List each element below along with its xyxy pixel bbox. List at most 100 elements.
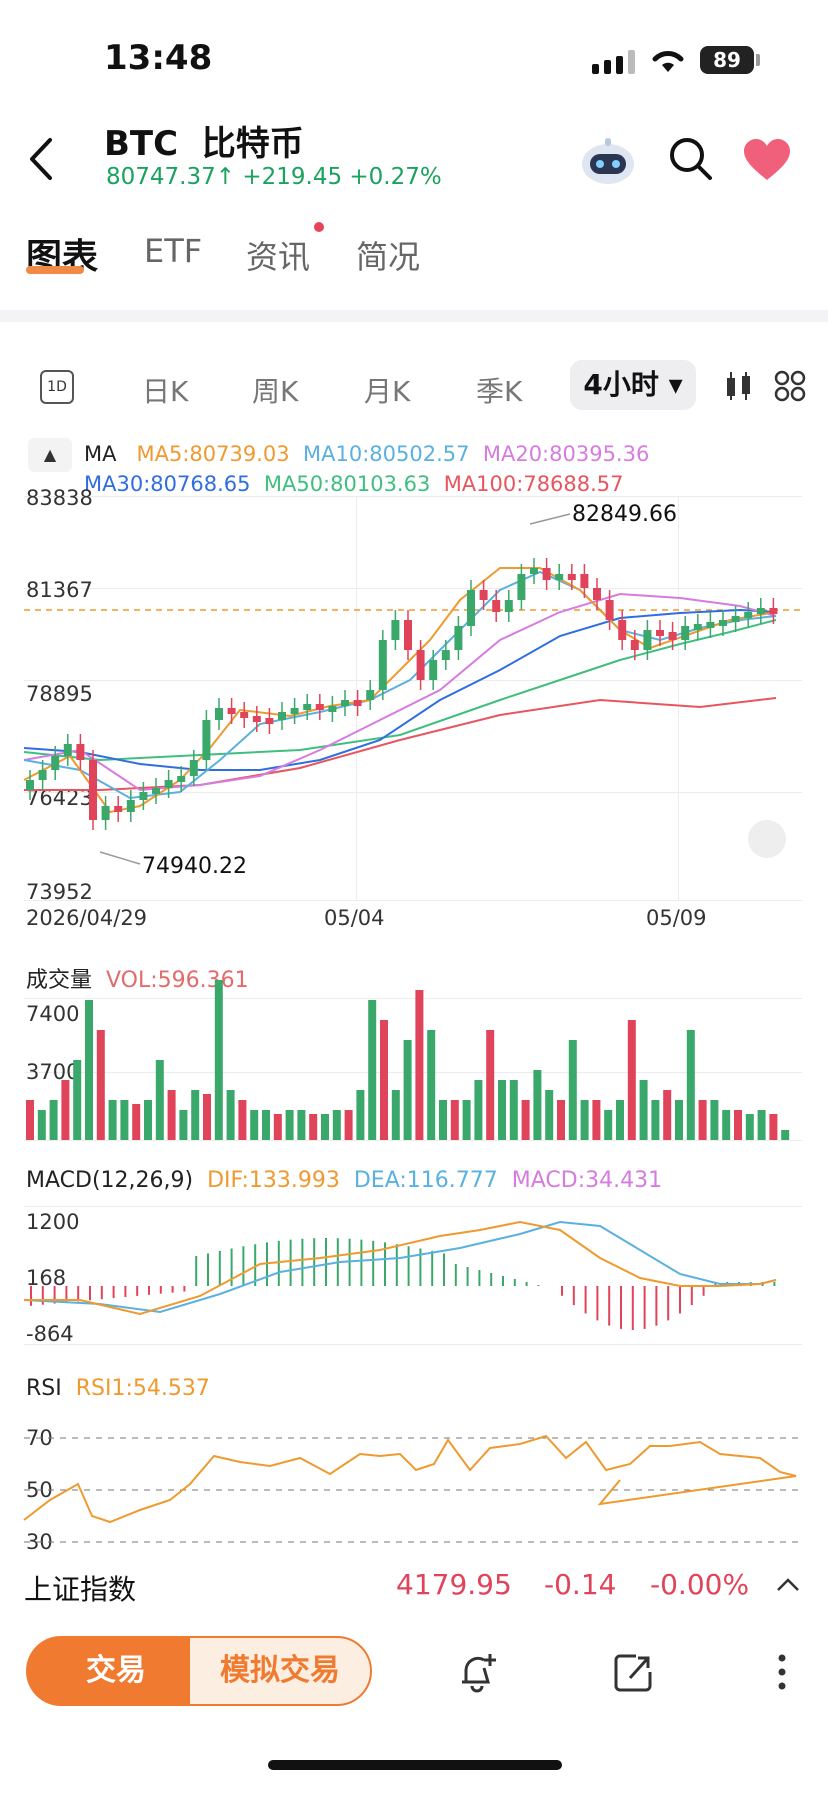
macd-bar [171, 1286, 174, 1293]
grid-layout-icon[interactable] [774, 370, 806, 402]
macd-bar [301, 1238, 304, 1286]
volume-bar [722, 1110, 731, 1140]
volume-bar [85, 1000, 93, 1140]
price-line: 80747.37↑ +219.45 +0.27% [106, 164, 442, 190]
period-quarter[interactable]: 季K [476, 375, 523, 408]
candle-body [719, 620, 727, 626]
price-change-pct: +0.27% [349, 164, 442, 190]
ma100-value: MA100:78688.57 [443, 472, 624, 496]
battery-indicator: 89 [700, 46, 754, 74]
volume-bar [757, 1110, 766, 1140]
candle-body [290, 708, 299, 714]
candle-body [441, 650, 450, 660]
period-week[interactable]: 周K [252, 375, 299, 408]
daily-toggle-icon[interactable]: 1D [40, 370, 74, 404]
macd-bar [620, 1286, 622, 1329]
ma50-value: MA50:80103.63 [263, 472, 431, 496]
bell-alert-icon[interactable] [458, 1650, 498, 1694]
macd-label: MACD(12,26,9) [26, 1168, 194, 1193]
volume-bar [321, 1114, 329, 1140]
candle-body [378, 640, 387, 690]
ma20-line [23, 592, 777, 792]
period-month[interactable]: 月K [364, 375, 411, 408]
search-icon[interactable] [668, 136, 714, 182]
candle-body [164, 780, 173, 788]
volume-bar [356, 1090, 365, 1140]
macd-bar [136, 1286, 139, 1296]
macd-bar [159, 1286, 162, 1294]
candle-body [630, 640, 639, 650]
period-day[interactable]: 日K [142, 375, 189, 408]
macd-bar [596, 1286, 599, 1321]
candle-body [126, 800, 135, 812]
section-divider [0, 310, 828, 322]
candle-body [479, 590, 488, 600]
candle-body [681, 626, 690, 640]
candle-body [492, 600, 501, 612]
back-icon[interactable] [26, 136, 56, 182]
candle-body [555, 574, 564, 580]
favorite-heart-icon[interactable] [742, 138, 792, 182]
macd-bar [537, 1285, 540, 1286]
candle-body [26, 780, 34, 790]
macd-bar [454, 1264, 457, 1286]
index-ticker[interactable]: 上证指数 4179.95 -0.14 -0.00% [0, 1556, 828, 1616]
period-4h-dropdown[interactable]: 4小时 ▾ [570, 360, 696, 410]
candle-body [643, 630, 652, 650]
price-axis-label: 78895 [26, 682, 93, 706]
macd-bar [655, 1286, 658, 1326]
robot-assistant-icon[interactable] [578, 134, 638, 188]
macd-bar [572, 1286, 575, 1306]
volume-bar [344, 1110, 353, 1140]
macd-bar [41, 1286, 44, 1305]
macd-bar [289, 1239, 292, 1286]
candle-body [215, 708, 223, 720]
macd-bar [242, 1246, 245, 1286]
share-icon[interactable] [614, 1652, 654, 1692]
macd-bar [30, 1286, 32, 1306]
volume-bar [368, 1000, 377, 1140]
ma30-line [23, 608, 777, 771]
fullscreen-icon[interactable] [748, 820, 786, 858]
macd-bar [325, 1238, 327, 1286]
candle-body [580, 574, 589, 588]
macd-bar [443, 1253, 445, 1286]
candle-body [416, 650, 425, 680]
volume-bar [297, 1110, 306, 1140]
last-price: 80747.37 [106, 164, 216, 190]
macd-dea-line [23, 1220, 777, 1314]
candle-body [101, 806, 110, 820]
volume-bar [568, 1040, 577, 1140]
price-change: +219.45 [242, 164, 343, 190]
candle-body [744, 612, 753, 618]
volume-axis-label: 3700 [26, 1060, 80, 1084]
volume-bar [61, 1080, 70, 1140]
macd-bar [65, 1286, 68, 1303]
volume-bar [462, 1100, 471, 1140]
date-axis-label: 05/09 [646, 906, 707, 930]
candle-body [593, 588, 601, 600]
macd-dif: DIF:133.993 [207, 1168, 340, 1193]
macd-bar [702, 1286, 705, 1296]
volume-bar [96, 1030, 105, 1140]
sim-trade-button[interactable]: 模拟交易 [188, 1636, 372, 1706]
chevron-up-icon[interactable] [776, 1576, 800, 1592]
tab-news[interactable]: 资讯 [246, 238, 311, 276]
more-options-icon[interactable] [776, 1652, 788, 1692]
volume-bar [439, 1100, 447, 1140]
tab-etf[interactable]: ETF [144, 232, 203, 270]
volume-bar [26, 1100, 34, 1140]
coin-name: 比特币 [201, 124, 304, 164]
candle-body [605, 600, 614, 620]
candle-body [303, 704, 312, 710]
macd-bar [502, 1276, 504, 1286]
collapse-ma-button[interactable]: ▲ [28, 438, 72, 472]
candle-style-icon[interactable] [724, 370, 754, 402]
volume-bar [710, 1100, 719, 1140]
volume-bar [132, 1104, 141, 1140]
candle-body [252, 716, 261, 722]
tab-profile[interactable]: 简况 [356, 238, 421, 276]
ma20-value: MA20:80395.36 [482, 442, 650, 466]
trade-button[interactable]: 交易 [26, 1636, 206, 1706]
volume-bar [238, 1100, 247, 1140]
